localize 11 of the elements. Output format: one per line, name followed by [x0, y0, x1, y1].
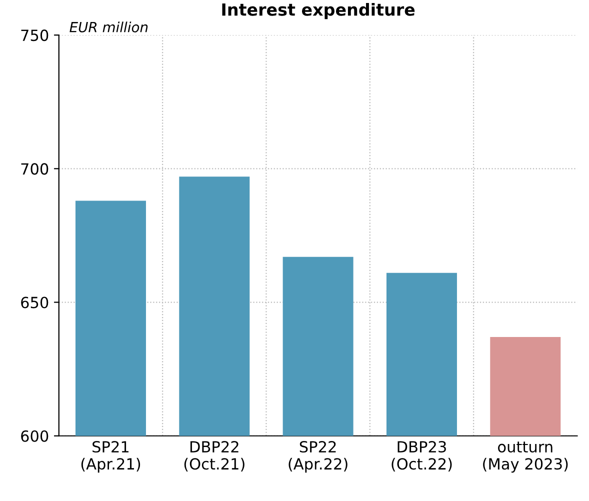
x-tick-label: SP21 (Apr.21)	[81, 441, 140, 473]
y-tick-label: 600	[21, 430, 48, 442]
y-tick-label: 650	[21, 296, 48, 308]
chart-title: Interest expenditure	[222, 2, 415, 20]
x-tick-label: DBP23 (Oct.22)	[392, 441, 452, 472]
x-tick-label: SP22 (Apr.22)	[288, 441, 348, 473]
x-tick-label: DBP22 (Oct.21)	[184, 441, 244, 472]
y-tick-label: 700	[21, 163, 48, 175]
y-tick-label: 750	[21, 30, 48, 42]
x-tick-label: outturn (May 2023)	[483, 442, 568, 473]
y-axis-title: EUR million	[70, 22, 148, 32]
